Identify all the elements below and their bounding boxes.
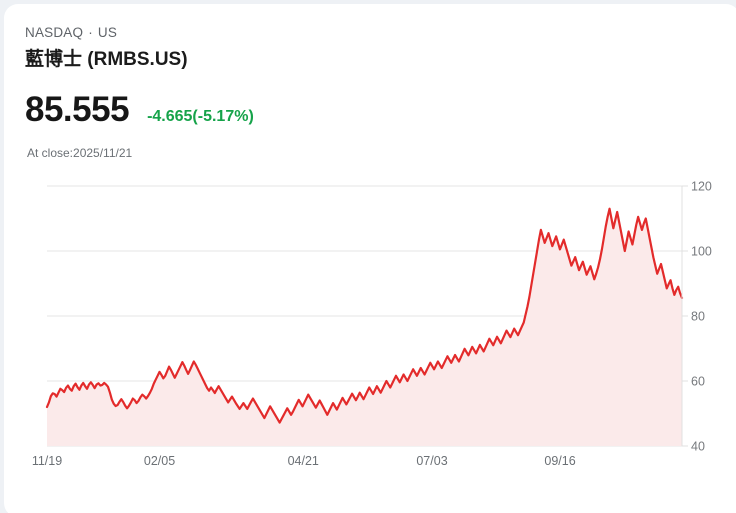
price-row: 85.555 -4.665(-5.17%)	[25, 90, 254, 130]
x-axis-label: 09/16	[544, 454, 575, 468]
y-axis-label: 40	[691, 440, 705, 454]
x-axis-label: 02/05	[144, 454, 175, 468]
chart-area-fill	[47, 208, 682, 446]
price-chart-svg[interactable]: 120 100 80 60 40 11/19 02/05 04/21 07/03 09/16	[4, 164, 736, 484]
x-axis-label: 07/03	[416, 454, 447, 468]
quote-card: NASDAQ · US 藍博士 (RMBS.US) 85.555 -4.665(-5…	[4, 4, 736, 513]
exchange-name: NASDAQ	[25, 25, 84, 40]
page-title: 藍博士 (RMBS.US)	[25, 49, 188, 70]
y-axis-label: 80	[691, 310, 705, 324]
market-status-note: At close:2025/11/21	[27, 146, 133, 160]
chart-price-line	[45, 207, 684, 424]
last-price: 85.555	[25, 90, 130, 129]
chart-x-axis-labels: 11/19 02/05 04/21 07/03 09/16	[32, 454, 576, 468]
chart-y-axis-labels: 120 100 80 60 40	[682, 180, 712, 454]
price-change: -4.665(-5.17%)	[147, 108, 254, 125]
quote-header: NASDAQ · US 藍博士 (RMBS.US)	[25, 24, 675, 73]
y-axis-label: 120	[691, 180, 712, 194]
price-line-path	[45, 207, 684, 424]
x-axis-label: 04/21	[288, 454, 319, 468]
y-axis-label: 60	[691, 375, 705, 389]
y-axis-label: 100	[691, 245, 712, 259]
exchange-region: US	[97, 25, 118, 40]
area-fill-path	[47, 208, 682, 446]
exchange-separator: ·	[88, 25, 93, 40]
price-chart[interactable]: 120 100 80 60 40 11/19 02/05 04/21 07/03 09/16	[4, 164, 736, 484]
exchange-row: NASDAQ · US	[25, 24, 675, 42]
x-axis-label: 11/19	[32, 454, 62, 468]
